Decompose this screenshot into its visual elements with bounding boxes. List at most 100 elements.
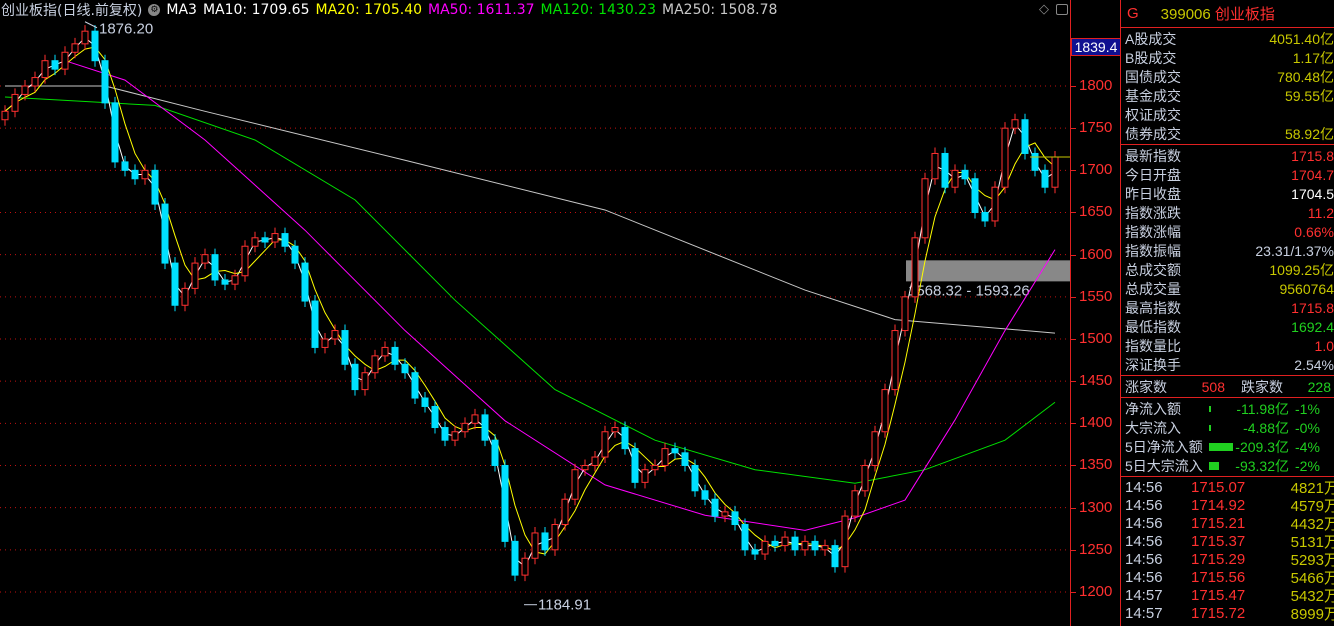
candle-down [171,257,179,312]
candle-up [181,282,189,312]
candle-up [61,46,69,76]
stats-value: 1.0 [1314,337,1334,354]
index-name: 创业板指 [1214,6,1275,23]
candle-up [801,535,809,556]
tick-price: 1715.47 [1191,587,1246,603]
candle-up [761,535,769,561]
ma20-line [4,46,1056,555]
candle-down [501,459,509,548]
axis-label: 1400 [1079,414,1113,432]
candle-down [391,341,399,371]
stats-row: 指数涨跌 11.2 [1121,203,1334,222]
stats-value: 11.2 [1307,204,1334,221]
panel-toggle-icon[interactable] [1056,4,1068,15]
stats-row: 最新指数 1715.8 [1121,146,1334,165]
candle-down [301,257,309,308]
candle-down [511,535,519,582]
diamond-icon[interactable]: ◇ [1039,2,1049,17]
flow-row: 5日净流入额 -209.3亿 -4% [1121,437,1334,456]
legend-ma50: MA50: 1611.37 [428,2,535,18]
legend-ma20: MA20: 1705.40 [315,2,423,18]
candle-up [651,459,659,476]
trade-summary: A股成交 4051.40亿 B股成交 1.17亿 国债成交 780.48亿 基金成交 59.5… [1121,28,1334,145]
trade-label: 基金成交 [1125,87,1181,104]
candle-down [221,273,229,291]
axis-tick [1071,128,1076,130]
candle-down [131,164,139,185]
stats-value: 1099.25亿 [1269,261,1334,278]
tick-list[interactable]: 14:56 1715.07 4821万 14:56 1714.92 4579万 14:56 1… [1121,477,1334,621]
tick-time: 14:56 [1125,551,1163,567]
candle-down [631,442,639,489]
stats-label: 深证换手 [1125,356,1181,373]
stats-row: 深证换手 2.54% [1121,355,1334,374]
candle-up [901,290,909,337]
trade-row: 国债成交 780.48亿 [1121,67,1334,86]
candle-up [881,383,889,438]
tick-time: 14:56 [1125,497,1163,513]
stats-value: 0.66% [1294,223,1334,240]
trade-row: 权证成交 [1121,105,1334,124]
candle-down [481,408,489,447]
candle-up [581,459,589,476]
candle-up [71,37,79,59]
high-annotation: 1876.20 [99,21,153,38]
candle-down [491,434,499,472]
candle-down [161,198,169,270]
tick-row: 14:57 1715.47 5432万 [1121,585,1334,603]
tick-price: 1715.56 [1191,569,1246,585]
trade-row: A股成交 4051.40亿 [1121,29,1334,48]
candle-up [31,71,39,92]
candle-down [351,358,359,396]
down-count-label: 跌家数 [1241,378,1283,395]
trade-label: B股成交 [1125,49,1177,66]
stats-row: 总成交量 9560764 [1121,279,1334,298]
stats-label: 指数量比 [1125,337,1181,354]
settings-icon[interactable]: ⚙ [148,4,161,16]
ma50-line [64,60,1056,531]
candle-down [441,421,449,447]
candle-up [461,417,469,438]
stats-value: 1704.5 [1291,185,1334,202]
candle-down [101,54,109,109]
stats-label: 总成交额 [1125,261,1181,278]
stats-label: 指数振幅 [1125,242,1181,259]
flow-bar [1209,462,1219,470]
flow-value: -4.88亿 [1243,420,1289,436]
quote-panel: G 399006 创业板指 A股成交 4051.40亿 B股成交 1.17亿 国债成交 7… [1120,0,1334,626]
candle-down [1031,147,1039,177]
index-code: 399006 [1160,6,1211,23]
candle-up [1,105,9,126]
candle-up [951,164,959,194]
candlestick-chart[interactable]: 1568.32 - 1593.26 1876.20 1184.91 [0,0,1070,626]
axis-tick [1071,254,1076,256]
tick-time: 14:56 [1125,479,1163,495]
legend-ma120: MA120: 1430.23 [540,2,656,18]
stats-label: 今日开盘 [1125,166,1181,183]
stats-label: 最低指数 [1125,318,1181,335]
stats-label: 最高指数 [1125,299,1181,316]
fund-flows: 净流入额 -11.98亿 -1% 大宗流入 -4.88亿 -0% 5日净流入额 -209.3亿… [1121,398,1334,477]
candle-down [791,531,799,556]
candle-down [1021,113,1029,160]
tick-price: 1714.92 [1191,497,1246,513]
flow-bar [1209,425,1211,431]
candle-down [831,539,839,573]
flow-value: -209.3亿 [1235,439,1289,455]
candle-up [921,172,929,244]
zone-label: 1568.32 - 1593.26 [908,282,1030,299]
candle-up [251,231,259,253]
candle-down [341,324,349,371]
tick-row: 14:57 1715.72 8999万 [1121,603,1334,621]
stats-row: 昨日收盘 1704.5 [1121,184,1334,203]
axis-tick [1071,381,1076,383]
flow-percent: -2% [1295,458,1320,474]
candle-up [571,463,579,506]
stats-value: 2.54% [1294,356,1334,373]
candle-up [371,349,379,379]
ma-legend: 创业板指(日线.前复权) ⚙ MA3 MA10: 1709.65 MA20: 1… [0,0,777,20]
candle-up [601,425,609,464]
candle-up [1011,113,1019,135]
legend-ma10: MA10: 1709.65 [202,2,310,18]
candle-down [751,543,759,561]
